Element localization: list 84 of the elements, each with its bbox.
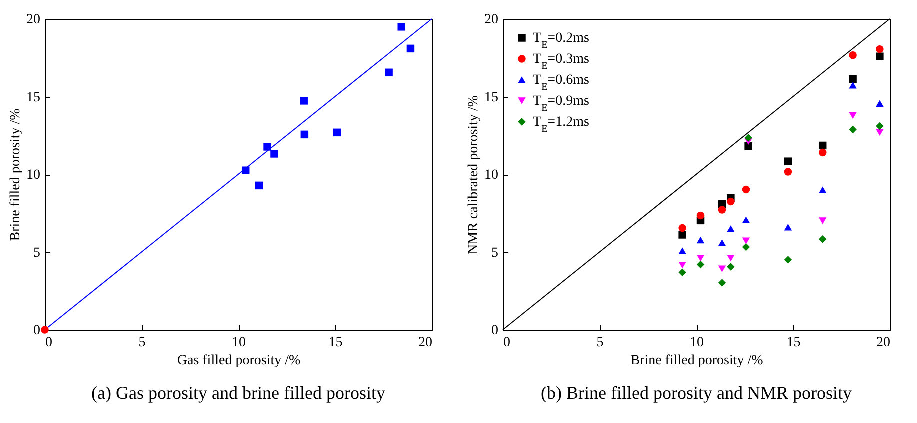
point (818, 186, 827, 194)
point (678, 248, 686, 254)
point (270, 150, 278, 158)
point (876, 45, 884, 54)
point (849, 112, 857, 120)
point (300, 97, 308, 105)
point (727, 226, 735, 232)
point (727, 263, 735, 271)
point (264, 143, 272, 151)
point (742, 238, 750, 244)
y-axis-title: NMR calibrated porosity /% (466, 95, 482, 255)
x-tick-label: 20 (876, 336, 890, 350)
y-tick-label: 10 (26, 168, 40, 183)
point (718, 240, 726, 246)
x-tick-label: 5 (138, 336, 146, 350)
x-tick-label: 0 (504, 336, 510, 350)
x-tick-label: 10 (690, 336, 704, 350)
legend-label: T$_{E}$=0.6ms (533, 73, 590, 92)
point (784, 158, 792, 166)
text: (b) Brine filled porosity and NMR porosity (541, 383, 852, 403)
point (784, 224, 792, 231)
y-axis-title: Brine filled porosity /% (8, 108, 24, 242)
point (876, 122, 884, 130)
point (849, 52, 857, 60)
point (334, 128, 342, 137)
point (398, 23, 406, 31)
point (876, 100, 884, 107)
point (242, 166, 250, 174)
y-tick-label: 0 (492, 324, 498, 338)
y-tick-label: 15 (484, 90, 498, 106)
point (696, 212, 705, 220)
y-tick-label: 0 (34, 324, 40, 338)
x-tick-label: 5 (596, 336, 604, 350)
x-tick-label: 20 (418, 336, 432, 350)
point (849, 126, 857, 134)
point (385, 68, 393, 77)
x-axis-title: Gas filled porosity /% (177, 354, 301, 368)
point (784, 256, 792, 264)
y-tick-label: 10 (484, 168, 498, 183)
x-tick-label: 15 (328, 336, 343, 350)
point (818, 235, 827, 244)
point (742, 243, 750, 252)
point (678, 268, 686, 276)
point (718, 266, 726, 272)
point (742, 186, 750, 194)
point (678, 262, 686, 269)
point (678, 224, 686, 232)
legend-label: T$_{E}$=0.9ms (533, 94, 590, 114)
point (818, 148, 827, 157)
point (849, 82, 857, 89)
point (696, 254, 705, 262)
point (696, 236, 705, 244)
point (849, 75, 857, 84)
x-axis-title: Brine filled porosity /% (630, 354, 764, 368)
point (744, 134, 752, 142)
legend-label: T$_{E}$=1.2ms (533, 115, 590, 134)
point (876, 129, 884, 136)
x-tick-label: 15 (786, 336, 801, 350)
point (818, 142, 827, 150)
legend-label: T$_{E}$=0.2ms (533, 31, 590, 50)
y-tick-label: 20 (26, 12, 40, 28)
point (718, 206, 726, 214)
point (784, 168, 792, 176)
point (718, 279, 726, 287)
point (818, 218, 827, 224)
legend-label: T$_{E}$=0.3ms (533, 52, 590, 72)
y-tick-label: 20 (484, 12, 498, 28)
text: (a) Gas porosity and brine filled porosity (92, 383, 386, 403)
x-tick-label: 10 (232, 336, 246, 350)
x-tick-label: 0 (46, 336, 52, 350)
point (300, 130, 309, 139)
point (727, 198, 735, 206)
point (742, 216, 750, 224)
point (678, 231, 686, 239)
point (744, 142, 752, 150)
point (696, 260, 705, 269)
point (876, 52, 884, 61)
point (727, 254, 735, 262)
y-tick-label: 5 (492, 246, 498, 261)
point (406, 44, 415, 53)
point (41, 326, 49, 334)
point (255, 182, 264, 190)
y-tick-label: 5 (34, 246, 40, 261)
y-tick-label: 15 (26, 90, 40, 106)
